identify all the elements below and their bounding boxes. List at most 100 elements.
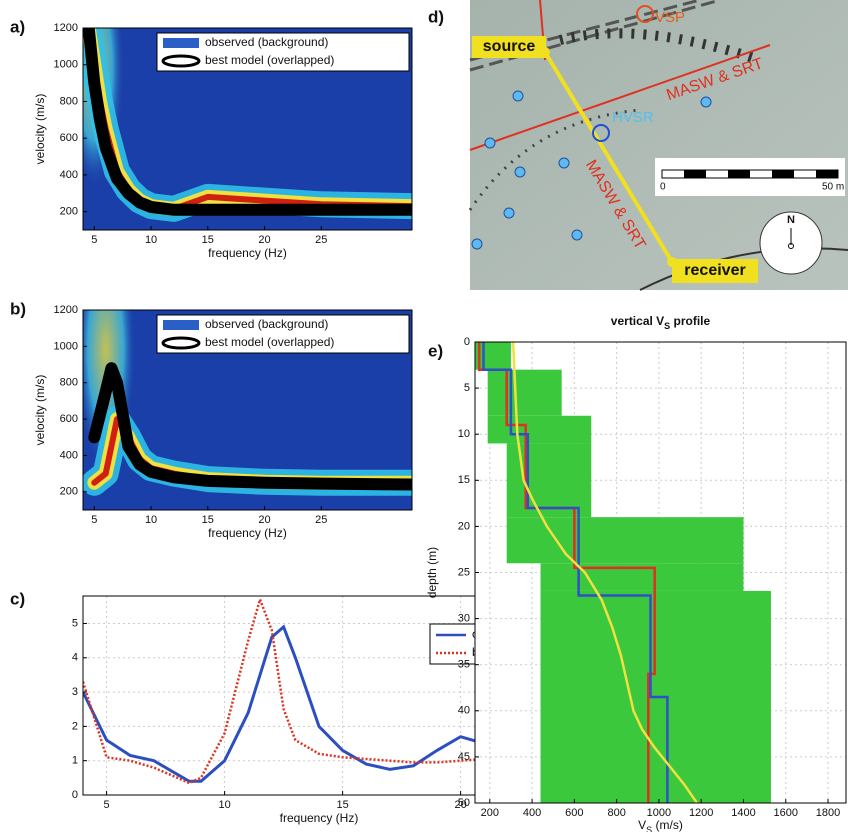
axes-frame [82, 309, 413, 511]
profile-line [482, 342, 669, 803]
profile-line [511, 342, 699, 803]
x-tick-label: 1800 [816, 807, 840, 819]
panel-label: a) [10, 17, 25, 36]
y-tick-label: 3 [72, 686, 78, 698]
panel-label: d) [428, 7, 444, 26]
model-contours [83, 28, 412, 216]
chart-title-part: S [664, 321, 670, 331]
y-tick-label: 1200 [54, 22, 78, 34]
y-tick-label: 35 [458, 659, 470, 671]
envelope-layer [487, 369, 562, 416]
y-tick-label: 25 [458, 566, 470, 578]
legend-label: observed (background) [205, 317, 328, 331]
axes-frame [82, 27, 413, 231]
hvsr-point [592, 124, 610, 142]
panel-label: e) [428, 341, 443, 360]
y-tick-label: 1000 [54, 59, 78, 71]
panel-label: c) [10, 589, 25, 608]
x-axis-label: frequency (Hz) [208, 526, 287, 540]
axes-frame [474, 341, 847, 804]
x-axis-label-part: (m/s) [652, 818, 683, 832]
envelope-layer [475, 342, 511, 370]
x-axis-label-part: S [646, 825, 652, 832]
y-tick-label: 45 [458, 751, 470, 763]
x-tick-label: 200 [481, 807, 499, 819]
legend-label: best model (overlapped) [205, 53, 334, 67]
x-tick-label: 25 [315, 514, 327, 526]
line [83, 624, 555, 783]
x-tick-label: 15 [336, 799, 348, 811]
x-tick-label: 20 [454, 799, 466, 811]
y-tick-label: 4 [72, 652, 78, 664]
x-axis-label: frequency (Hz) [208, 246, 287, 260]
x-axis-label-part: V [638, 818, 646, 832]
y-tick-label: 20 [458, 520, 470, 532]
y-tick-label: 600 [60, 413, 78, 425]
y-tick-label: 400 [60, 169, 78, 181]
x-tick-label: 20 [258, 514, 270, 526]
label-box [472, 36, 546, 58]
x-tick-label: 1400 [731, 807, 755, 819]
y-axis-label: velocity (m/s) [33, 94, 47, 165]
panel-label: b) [10, 299, 26, 318]
x-tick-label: 5 [91, 234, 97, 246]
y-tick-label: 50 [458, 797, 470, 809]
y-tick-label: 30 [458, 613, 470, 625]
y-tick-label: 15 [458, 474, 470, 486]
x-tick-label: 5 [91, 514, 97, 526]
y-tick-label: 1200 [54, 304, 78, 316]
receiver-label: receiver [684, 262, 745, 279]
x-tick-label: 600 [565, 807, 583, 819]
x-tick-label: 20 [258, 234, 270, 246]
y-tick-label: 0 [464, 336, 470, 348]
y-axis-label: velocity (m/s) [33, 375, 47, 446]
envelope-layer [487, 415, 592, 444]
plot-area [83, 310, 412, 510]
y-tick-label: 1000 [54, 340, 78, 352]
profile-line [543, 50, 674, 264]
x-axis-label: VS (m/s) [638, 818, 683, 832]
y-tick-label: 400 [60, 449, 78, 461]
legend-label: best model (overlapped) [205, 335, 334, 349]
map-panel: d) source receiver MASW & SRT MASW & SRT… [428, 0, 848, 291]
label-box [672, 259, 758, 283]
y-tick-label: 2 [72, 720, 78, 732]
scale-bar [684, 170, 838, 178]
envelope-layer [506, 517, 744, 564]
legend-label: observed (background) [205, 35, 328, 49]
north-arrow [788, 243, 794, 249]
y-tick-label: 800 [60, 95, 78, 107]
x-tick-label: 15 [202, 514, 214, 526]
vsp-point [636, 5, 654, 23]
x-tick-label: 10 [145, 514, 157, 526]
north-label: N [787, 214, 795, 226]
x-tick-label: 10 [145, 234, 157, 246]
legend-swatch [161, 54, 201, 68]
y-tick-label: 1 [72, 755, 78, 767]
x-tick-label: 5 [104, 799, 110, 811]
y-tick-label: 5 [464, 382, 470, 394]
hvsr-label: HVSR [612, 109, 654, 126]
plot-area [475, 342, 846, 803]
model-contours [88, 362, 412, 491]
x-axis-label: frequency (Hz) [280, 811, 359, 825]
road [469, 0, 721, 72]
x-tick-label: 15 [202, 234, 214, 246]
x-tick-label: 1600 [774, 807, 798, 819]
y-axis-label: depth (m) [425, 547, 439, 598]
y-tick-label: 0 [72, 789, 78, 801]
line [83, 596, 555, 785]
survey-line [469, 44, 771, 151]
stations [471, 90, 712, 250]
y-tick-label: 800 [60, 377, 78, 389]
y-tick-label: 5 [72, 617, 78, 629]
y-tick-label: 600 [60, 132, 78, 144]
y-tick-label: 40 [458, 705, 470, 717]
x-tick-label: 800 [607, 807, 625, 819]
scale-label: 0 [660, 182, 666, 193]
x-tick-label: 400 [523, 807, 541, 819]
legend-swatch [163, 38, 199, 48]
x-tick-label: 10 [218, 799, 230, 811]
y-tick-label: 10 [458, 428, 470, 440]
